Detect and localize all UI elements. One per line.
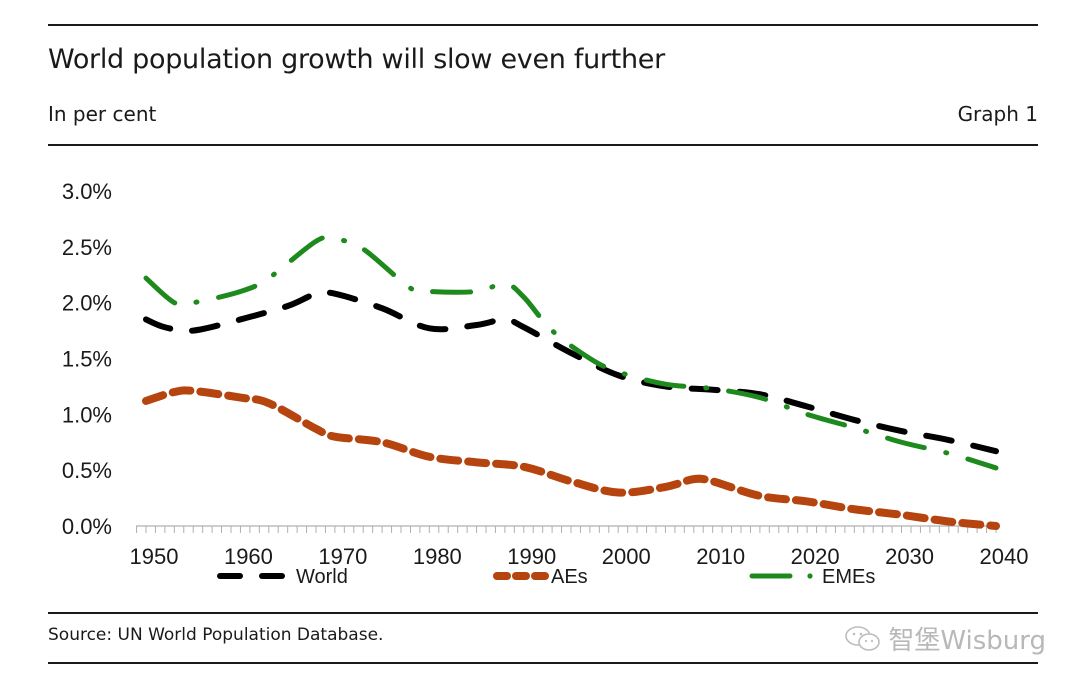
legend-label: World	[296, 566, 348, 588]
unit-label: In per cent	[48, 102, 157, 126]
top-rule	[48, 24, 1038, 26]
series-emes	[143, 234, 999, 471]
x-tick-label: 2020	[791, 544, 840, 569]
source-note: Source: UN World Population Database.	[48, 625, 384, 645]
y-tick-label: 2.5%	[62, 235, 112, 260]
y-axis: 0.0% 0.5% 1.0% 1.5% 2.0% 2.5% 3.0%	[62, 179, 112, 539]
y-tick-label: 3.0%	[62, 179, 112, 204]
wechat-icon	[845, 625, 881, 651]
y-tick-label: 2.0%	[62, 291, 112, 316]
series-line-emes	[143, 234, 999, 471]
legend-item-aes: AEs	[493, 566, 588, 588]
x-tick-label: 1980	[413, 544, 462, 569]
y-tick-label: 0.0%	[62, 514, 112, 539]
legend-item-emes: EMEs	[749, 566, 875, 588]
legend-swatch-dot	[807, 573, 813, 579]
x-tick-label: 2010	[696, 544, 745, 569]
x-tick-label: 2040	[980, 544, 1029, 569]
legend-label: AEs	[551, 566, 588, 588]
x-tick-label: 1990	[507, 544, 556, 569]
series-line-world	[143, 289, 999, 455]
legend-item-world: World	[217, 566, 348, 588]
y-tick-label: 1.5%	[62, 347, 112, 372]
legend: World AEs EMEs	[217, 566, 875, 588]
x-tick-label: 1960	[224, 544, 273, 569]
line-chart: 0.0% 0.5% 1.0% 1.5% 2.0% 2.5% 3.0% 1950 1960 197…	[62, 179, 1029, 588]
x-tick-label: 1950	[130, 544, 179, 569]
watermark-text: 智堡Wisburg	[888, 626, 1046, 656]
y-tick-label: 1.0%	[62, 402, 112, 427]
footer-rule-top	[48, 612, 1038, 614]
footer-rule-bottom	[48, 662, 1038, 664]
x-tick-label: 1970	[318, 544, 367, 569]
series-world	[143, 289, 999, 455]
chart-title: World population growth will slow even f…	[48, 44, 665, 75]
x-tick-label: 2030	[885, 544, 934, 569]
legend-label: EMEs	[822, 566, 875, 588]
series-layer	[142, 234, 1000, 530]
x-axis: 1950 1960 1970 1980 1990 2000 2010 2020 2030 2040	[130, 525, 1029, 569]
x-tick-label: 2000	[602, 544, 651, 569]
graph-number: Graph 1	[957, 102, 1038, 126]
series-line-aes	[142, 386, 1000, 530]
header-rule	[48, 144, 1038, 146]
y-tick-label: 0.5%	[62, 458, 112, 483]
series-aes	[142, 386, 1000, 530]
watermark: 智堡Wisburg	[844, 620, 1046, 657]
